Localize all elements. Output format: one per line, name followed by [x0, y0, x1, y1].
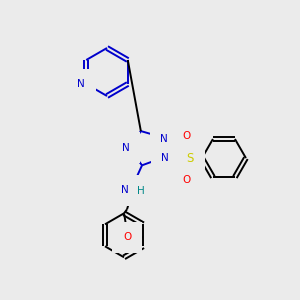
Text: N: N	[121, 185, 129, 195]
Text: N: N	[161, 153, 169, 163]
Text: O: O	[183, 175, 191, 185]
Text: H: H	[137, 186, 145, 196]
Text: O: O	[183, 131, 191, 141]
Text: N: N	[122, 142, 130, 153]
Text: N: N	[77, 79, 85, 89]
Text: N: N	[160, 134, 168, 144]
Text: S: S	[186, 152, 194, 165]
Text: O: O	[123, 232, 131, 242]
